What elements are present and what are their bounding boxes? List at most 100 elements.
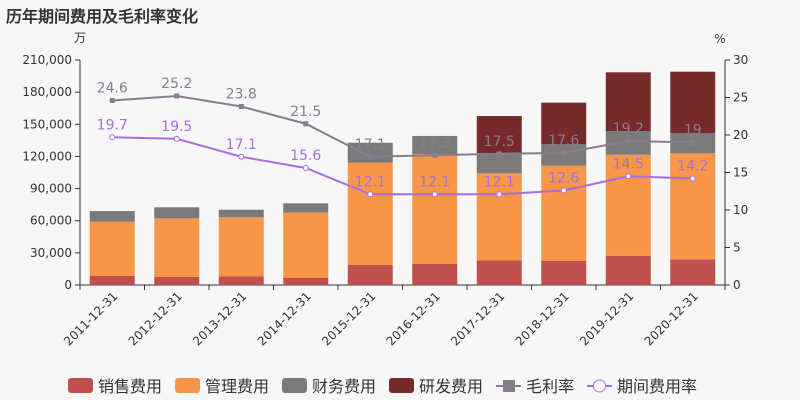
marker-期间费用率: [496, 191, 503, 198]
marker-期间费用率: [560, 187, 567, 194]
bar-财务费用: [476, 153, 522, 174]
bar-销售费用: [541, 261, 587, 285]
marker-期间费用率: [173, 135, 180, 142]
bar-销售费用: [89, 276, 135, 285]
bar-管理费用: [283, 212, 329, 278]
data-label-毛利率: 21.5: [290, 104, 321, 120]
data-label-毛利率: 19.2: [613, 121, 644, 137]
legend-marker-期间费用率: [593, 379, 606, 393]
marker-毛利率: [432, 152, 438, 158]
bar-研发费用: [605, 72, 651, 132]
bar-管理费用: [476, 173, 522, 261]
data-label-毛利率: 17.3: [419, 135, 450, 151]
x-tick-label: 2016-12-31: [384, 289, 443, 348]
bar-管理费用: [605, 154, 651, 256]
legend-swatch-研发费用: [389, 378, 414, 393]
marker-毛利率: [561, 150, 567, 156]
left-tick-label: 210,000: [22, 53, 72, 67]
legend-label-期间费用率: 期间费用率: [617, 377, 697, 396]
marker-期间费用率: [367, 191, 374, 198]
marker-毛利率: [367, 154, 373, 160]
x-tick-label: 2013-12-31: [190, 289, 249, 348]
bar-销售费用: [283, 277, 329, 285]
x-tick-label: 2012-12-31: [126, 289, 185, 348]
marker-毛利率: [303, 121, 309, 127]
data-label-毛利率: 17.5: [484, 134, 515, 150]
data-label-期间费用率: 19.5: [161, 119, 192, 135]
x-tick-label: 2018-12-31: [513, 289, 572, 348]
right-axis-unit: %: [714, 32, 725, 46]
marker-期间费用率: [431, 191, 438, 198]
right-tick-label: 0: [733, 278, 741, 292]
bar-销售费用: [412, 264, 458, 285]
data-label-期间费用率: 14.5: [613, 156, 644, 172]
line-毛利率: [112, 94, 693, 158]
marker-毛利率: [238, 104, 244, 109]
marker-毛利率: [625, 138, 631, 144]
marker-期间费用率: [625, 173, 632, 180]
data-label-期间费用率: 17.1: [226, 137, 257, 153]
bar-财务费用: [412, 135, 458, 154]
legend-swatch-财务费用: [282, 378, 307, 393]
bar-销售费用: [605, 255, 651, 285]
data-label-毛利率: 25.2: [161, 76, 192, 92]
right-tick-label: 15: [733, 166, 748, 180]
marker-毛利率: [174, 93, 180, 99]
left-tick-label: 150,000: [22, 117, 72, 131]
bar-财务费用: [89, 211, 135, 222]
bar-财务费用: [283, 203, 329, 213]
bar-财务费用: [218, 209, 264, 218]
legend-label-销售费用: 销售费用: [98, 377, 162, 396]
bar-销售费用: [670, 259, 716, 285]
right-tick-label: 10: [733, 203, 748, 217]
data-label-期间费用率: 12.1: [419, 174, 450, 190]
x-tick-label: 2019-12-31: [577, 289, 636, 348]
data-label-毛利率: 23.8: [226, 87, 257, 103]
data-label-期间费用率: 12.1: [484, 174, 515, 190]
marker-期间费用率: [302, 165, 309, 171]
data-label-毛利率: 24.6: [97, 81, 128, 97]
bar-管理费用: [670, 153, 716, 260]
bar-管理费用: [89, 221, 135, 276]
right-tick-label: 20: [733, 128, 748, 142]
bar-销售费用: [476, 260, 522, 285]
bar-管理费用: [412, 153, 458, 264]
marker-毛利率: [496, 151, 502, 157]
data-label-期间费用率: 15.6: [290, 148, 321, 164]
bar-研发费用: [670, 71, 716, 133]
data-label-期间费用率: 19.7: [97, 117, 128, 133]
data-label-期间费用率: 14.2: [677, 159, 708, 175]
legend-label-毛利率: 毛利率: [526, 377, 574, 396]
x-tick-label: 2011-12-31: [61, 289, 120, 348]
x-tick-label: 2014-12-31: [255, 289, 314, 348]
right-tick-label: 5: [733, 241, 741, 255]
legend-swatch-销售费用: [68, 378, 93, 393]
legend-marker-毛利率: [503, 380, 515, 392]
data-label-期间费用率: 12.6: [548, 171, 579, 187]
x-tick-label: 2017-12-31: [448, 289, 507, 348]
data-label-期间费用率: 12.1: [355, 174, 386, 190]
legend-label-财务费用: 财务费用: [312, 377, 376, 396]
bar-管理费用: [347, 162, 393, 265]
legend-label-管理费用: 管理费用: [205, 377, 269, 396]
bar-销售费用: [154, 276, 200, 285]
x-tick-label: 2020-12-31: [642, 289, 701, 348]
marker-期间费用率: [238, 153, 245, 160]
marker-毛利率: [109, 98, 115, 103]
bar-管理费用: [218, 217, 264, 277]
bar-管理费用: [154, 218, 200, 277]
data-label-毛利率: 17.6: [548, 133, 579, 149]
left-tick-label: 90,000: [30, 182, 72, 196]
left-tick-label: 30,000: [30, 246, 72, 260]
right-tick-label: 25: [733, 91, 748, 105]
bar-管理费用: [541, 165, 587, 261]
legend-label-研发费用: 研发费用: [419, 377, 483, 396]
left-axis-unit: 万: [74, 31, 86, 45]
bar-财务费用: [347, 142, 393, 163]
data-label-毛利率: 17.1: [355, 137, 386, 153]
x-tick-label: 2015-12-31: [319, 289, 378, 348]
line-期间费用率: [112, 136, 693, 196]
marker-期间费用率: [109, 134, 116, 141]
bar-销售费用: [218, 276, 264, 285]
left-tick-label: 0: [64, 278, 72, 292]
